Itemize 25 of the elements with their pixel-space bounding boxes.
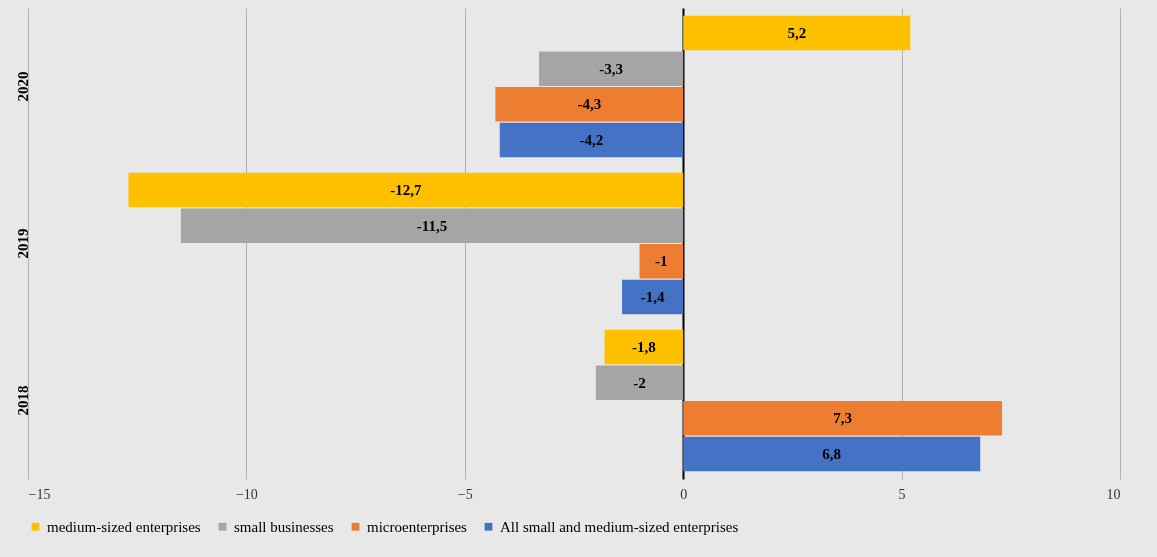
y-tick-label: 2018 [14, 385, 31, 416]
x-tick-label: −10 [235, 486, 258, 502]
legend-label: microenterprises [367, 518, 468, 535]
legend-label: medium-sized enterprises [47, 518, 201, 535]
x-tick-label: −5 [457, 486, 473, 502]
legend-label: small businesses [234, 518, 334, 535]
data-label: -1 [655, 253, 668, 270]
data-label: -1,8 [632, 339, 656, 356]
data-label: -2 [633, 374, 646, 391]
data-label: 5,2 [787, 25, 807, 42]
x-tick-label: −15 [28, 486, 51, 502]
y-tick-label: 2020 [14, 71, 31, 102]
data-label: -11,5 [416, 217, 448, 234]
y-tick-label: 2019 [14, 228, 31, 259]
x-tick-label: 5 [898, 486, 906, 502]
data-label: -1,4 [640, 288, 665, 305]
data-label: -12,7 [390, 182, 422, 199]
data-label: -4,3 [577, 96, 602, 113]
data-label: 6,8 [822, 445, 842, 462]
data-label: -3,3 [599, 60, 623, 77]
x-tick-label: 0 [680, 486, 688, 502]
x-tick-label: 10 [1106, 486, 1121, 502]
legend-label: All small and medium-sized enterprises [500, 518, 739, 535]
data-label: 7,3 [833, 410, 853, 427]
data-label: -4,2 [579, 131, 604, 148]
